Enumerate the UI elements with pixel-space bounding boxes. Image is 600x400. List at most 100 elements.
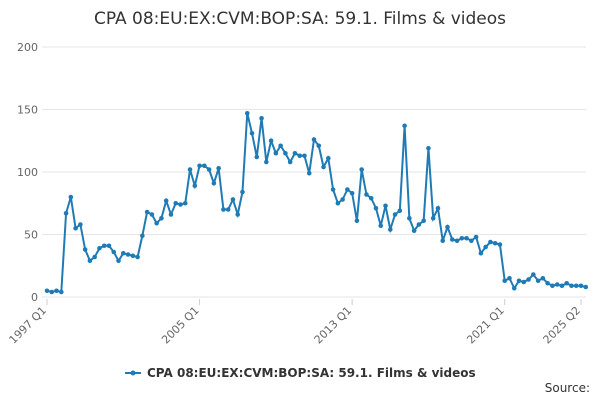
point [140, 233, 145, 239]
point [349, 190, 355, 196]
legend-marker [130, 370, 136, 376]
point [359, 167, 364, 172]
point [392, 212, 398, 217]
point [49, 289, 55, 295]
point [225, 207, 231, 212]
point [330, 187, 336, 192]
point [526, 277, 531, 282]
y-tick-label: 0 [31, 291, 38, 304]
source: Source: [545, 381, 590, 395]
chart-title: CPA 08:EU:EX:CVM:BOP:SA: 59.1. Films & v… [94, 9, 506, 29]
point [159, 215, 164, 221]
point [430, 215, 436, 221]
point [469, 238, 474, 244]
point [449, 237, 455, 242]
y-tick-label: 50 [24, 229, 38, 242]
point [464, 235, 469, 241]
point [545, 280, 550, 286]
point [116, 258, 121, 264]
point [130, 253, 136, 259]
point [435, 205, 441, 211]
point [311, 137, 317, 142]
point [154, 220, 159, 226]
point [54, 288, 59, 294]
point [182, 200, 188, 206]
point [411, 228, 417, 234]
point [111, 249, 117, 255]
point [268, 138, 274, 144]
point [569, 283, 574, 289]
point [492, 240, 498, 246]
point [383, 203, 388, 209]
point [173, 200, 179, 206]
x-tick-label: 2021 Q1 [464, 304, 507, 347]
point [502, 278, 508, 284]
x-tick-label: 2025 Q2 [541, 304, 584, 347]
point [521, 279, 527, 285]
point [473, 234, 479, 240]
point [416, 222, 422, 227]
point [59, 289, 64, 295]
point [144, 209, 150, 215]
point [354, 218, 360, 224]
point [321, 164, 326, 170]
point [578, 283, 584, 289]
point [135, 254, 140, 260]
point [368, 195, 374, 201]
point [335, 200, 341, 206]
x-tick-label: 2013 Q1 [312, 304, 355, 347]
point [373, 205, 379, 211]
point [454, 238, 460, 244]
point [426, 145, 431, 151]
point [82, 247, 88, 252]
point [235, 212, 241, 217]
point [583, 284, 589, 290]
point [87, 258, 93, 264]
point [378, 223, 384, 229]
point [240, 189, 245, 195]
point [573, 283, 579, 289]
point [297, 153, 302, 159]
series-line [46, 113, 587, 294]
point [202, 163, 207, 169]
point [278, 143, 283, 149]
point [244, 110, 250, 116]
y-tick-label: 100 [17, 166, 38, 179]
point [221, 207, 226, 212]
point [216, 165, 221, 171]
point [264, 159, 269, 165]
y-tick-label: 200 [17, 41, 38, 54]
point [402, 123, 407, 129]
point [73, 225, 78, 231]
point [163, 198, 169, 204]
point [149, 212, 155, 217]
legend-label: CPA 08:EU:EX:CVM:BOP:SA: 59.1. Films & v… [147, 366, 476, 380]
point [421, 218, 426, 224]
point [531, 272, 536, 277]
point [364, 192, 369, 197]
point [168, 212, 174, 217]
point [92, 254, 97, 260]
point [345, 187, 350, 192]
y-tick-label: 150 [17, 104, 38, 117]
point [397, 208, 403, 214]
point [125, 252, 131, 257]
point [564, 280, 569, 286]
point [387, 227, 393, 232]
point [497, 242, 503, 247]
point [178, 202, 183, 207]
point [488, 239, 493, 245]
point [292, 150, 298, 156]
point [302, 153, 307, 159]
point [306, 170, 312, 176]
point [550, 283, 555, 289]
point [197, 163, 202, 169]
point [287, 159, 293, 165]
point [78, 222, 83, 227]
x-tick-label: 2005 Q1 [159, 304, 202, 347]
point [511, 285, 517, 291]
point [254, 154, 260, 160]
point [540, 275, 546, 281]
point [259, 115, 264, 121]
point [211, 180, 217, 186]
